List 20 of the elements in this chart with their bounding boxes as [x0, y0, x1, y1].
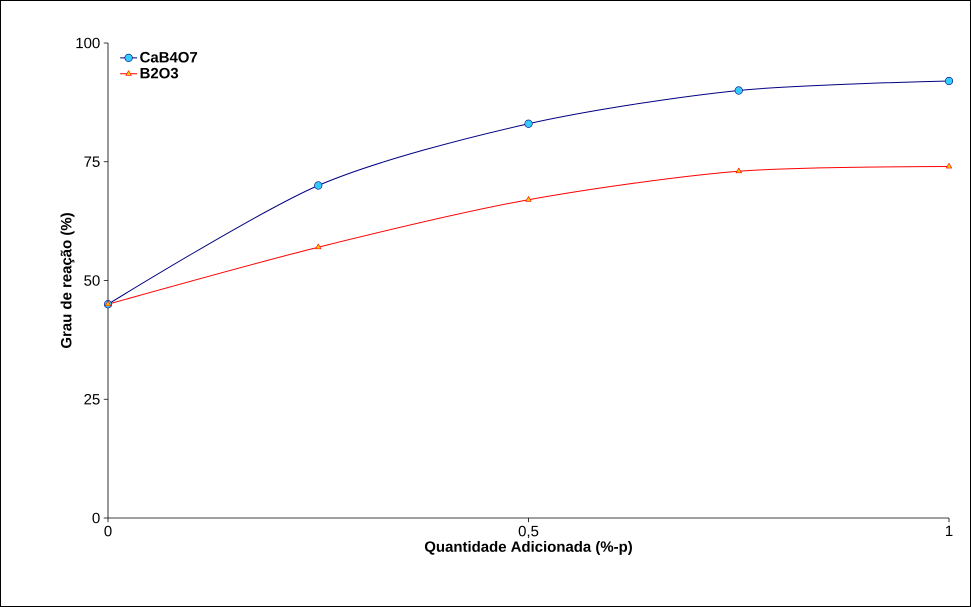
point	[315, 244, 322, 250]
legend-label: CaB4O7	[140, 52, 198, 62]
point	[524, 120, 533, 128]
y-tick-label: 0	[92, 512, 100, 524]
x-tick-label: 0	[104, 526, 112, 536]
point	[736, 168, 742, 174]
x-tick-label: 1	[946, 526, 952, 536]
point	[734, 86, 743, 95]
y-tick-label: 75	[84, 156, 100, 167]
point	[525, 196, 532, 202]
y-tick-label: 50	[84, 275, 100, 286]
point	[314, 181, 322, 190]
x-tick-label: 0,5	[518, 526, 538, 538]
y-tick-label: 100	[76, 38, 100, 48]
legend-label: B2O3	[140, 68, 178, 78]
y-tick-label: 25	[84, 394, 100, 405]
x-axis-title: Quantidade Adicionada (%-p)	[424, 540, 632, 555]
y-axis-title: Grau de reação (%)	[60, 213, 74, 348]
point	[944, 76, 954, 86]
point	[946, 162, 952, 168]
